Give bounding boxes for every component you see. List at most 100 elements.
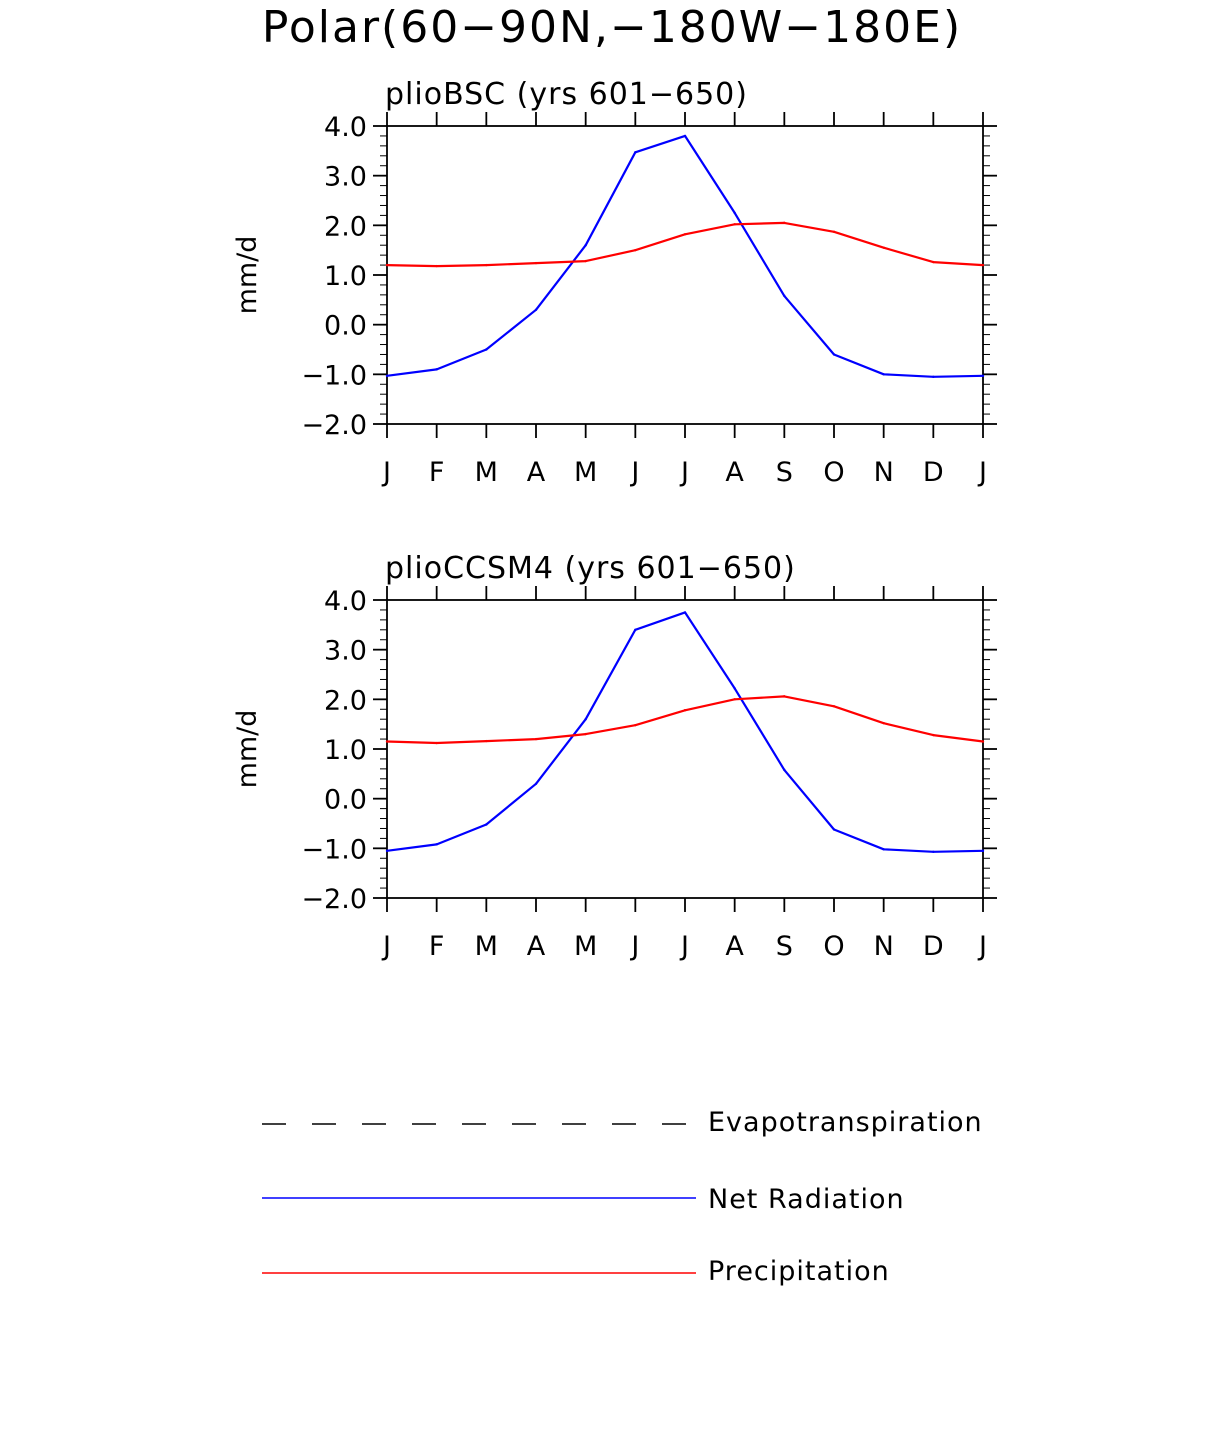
x-tick-label: F — [429, 931, 445, 962]
panel-title: plioCCSM4 (yrs 601−650) — [385, 551, 796, 586]
x-tick-label: O — [823, 931, 844, 962]
data-point-precipitation — [534, 261, 538, 265]
y-tick-label: 3.0 — [324, 162, 367, 193]
y-tick-label: 1.0 — [324, 735, 367, 766]
x-tick-label: J — [679, 931, 689, 962]
data-point-net-radiation — [634, 628, 637, 631]
panel-title: plioBSC (yrs 601−650) — [385, 77, 748, 112]
legend-label-evapotranspiration: Evapotranspiration — [708, 1107, 983, 1138]
data-point-precipitation — [981, 263, 985, 267]
x-tick-label: J — [977, 457, 987, 488]
data-point-net-radiation — [932, 375, 935, 379]
data-point-net-radiation — [584, 718, 587, 721]
y-tick-label: 4.0 — [324, 586, 367, 617]
data-point-net-radiation — [385, 374, 389, 378]
legend: Evapotranspiration Net Radiation Precipi… — [262, 1107, 983, 1287]
data-point-precipitation — [435, 741, 438, 745]
x-tick-label: M — [475, 457, 498, 488]
y-tick-label: 0.0 — [324, 311, 367, 342]
y-tick-label: 1.0 — [324, 261, 367, 292]
data-point-precipitation — [733, 698, 736, 701]
data-point-precipitation — [634, 723, 637, 727]
series-line-precipitation — [386, 695, 984, 745]
x-tick-label: N — [874, 457, 894, 488]
y-tick-label: −1.0 — [301, 834, 367, 865]
data-point-net-radiation — [534, 782, 538, 785]
data-point-net-radiation — [733, 211, 736, 215]
data-point-precipitation — [385, 740, 389, 743]
data-point-net-radiation — [485, 348, 488, 351]
x-tick-label: F — [429, 457, 445, 488]
series-line-net-radiation — [386, 134, 984, 378]
data-point-precipitation — [932, 733, 935, 737]
data-point-net-radiation — [634, 151, 637, 154]
data-point-precipitation — [683, 233, 687, 236]
x-tick-label: N — [874, 931, 894, 962]
x-tick-label: A — [527, 457, 546, 488]
data-point-precipitation — [981, 740, 985, 743]
data-point-precipitation — [832, 230, 836, 233]
data-point-precipitation — [634, 248, 637, 252]
legend-label-net-radiation: Net Radiation — [708, 1184, 905, 1215]
data-point-net-radiation — [832, 828, 836, 831]
y-tick-label: 0.0 — [324, 785, 367, 816]
data-point-precipitation — [932, 260, 935, 264]
x-tick-label: M — [574, 457, 597, 488]
data-point-net-radiation — [683, 611, 687, 614]
data-point-net-radiation — [882, 848, 885, 851]
data-point-net-radiation — [981, 849, 985, 853]
data-point-precipitation — [832, 705, 836, 708]
data-point-net-radiation — [783, 768, 786, 772]
chart-panel-pliobsc: plioBSC (yrs 601−650) mm/d 4.0 3.0 2.0 1.0 0.0… — [232, 77, 997, 488]
y-tick-label: −2.0 — [301, 884, 367, 915]
y-tick-label: 2.0 — [324, 211, 367, 242]
x-tick-label: J — [381, 457, 391, 488]
y-axis-label: mm/d — [232, 710, 263, 789]
series-line-net-radiation — [386, 611, 984, 853]
data-point-precipitation — [683, 709, 687, 712]
data-point-net-radiation — [435, 843, 438, 846]
figure-title: Polar(60−90N,−180W−180E) — [262, 2, 962, 53]
y-tick-label: 3.0 — [324, 636, 367, 667]
legend-label-precipitation: Precipitation — [708, 1256, 890, 1287]
data-point-precipitation — [783, 695, 786, 698]
data-point-precipitation — [584, 732, 587, 736]
y-axis-label: mm/d — [232, 236, 263, 315]
x-tick-label: A — [725, 457, 744, 488]
x-tick-label: J — [679, 457, 689, 488]
data-point-precipitation — [485, 263, 488, 267]
x-tick-label: M — [475, 931, 498, 962]
x-tick-label: S — [776, 931, 793, 962]
data-point-precipitation — [485, 739, 488, 743]
data-point-precipitation — [584, 259, 587, 263]
x-tick-label: J — [629, 931, 639, 962]
x-tick-label: M — [574, 931, 597, 962]
y-tick-label: 2.0 — [324, 685, 367, 716]
x-tick-label: O — [823, 457, 844, 488]
y-tick-label: −1.0 — [301, 360, 367, 391]
x-tick-label: A — [725, 931, 744, 962]
plot-frame — [386, 125, 984, 425]
data-point-net-radiation — [882, 373, 885, 376]
data-point-net-radiation — [981, 374, 985, 378]
data-point-precipitation — [882, 246, 885, 249]
plot-frame — [386, 599, 984, 899]
x-tick-label: S — [776, 457, 793, 488]
chart-panel-plioccsm4: plioCCSM4 (yrs 601−650) mm/d 4.0 3.0 2.0 1.0 0… — [232, 551, 997, 962]
data-point-net-radiation — [932, 850, 935, 854]
data-point-net-radiation — [783, 294, 786, 298]
data-point-net-radiation — [832, 353, 836, 356]
data-point-net-radiation — [435, 368, 438, 371]
x-tick-label: J — [381, 931, 391, 962]
data-point-precipitation — [385, 263, 389, 267]
data-point-precipitation — [534, 737, 538, 741]
x-tick-label: J — [629, 457, 639, 488]
data-point-net-radiation — [733, 687, 736, 690]
data-point-precipitation — [435, 264, 438, 268]
x-tick-label: J — [977, 931, 987, 962]
x-tick-label: D — [923, 457, 944, 488]
data-point-precipitation — [783, 221, 786, 225]
data-point-net-radiation — [385, 849, 389, 853]
data-point-net-radiation — [683, 134, 687, 138]
